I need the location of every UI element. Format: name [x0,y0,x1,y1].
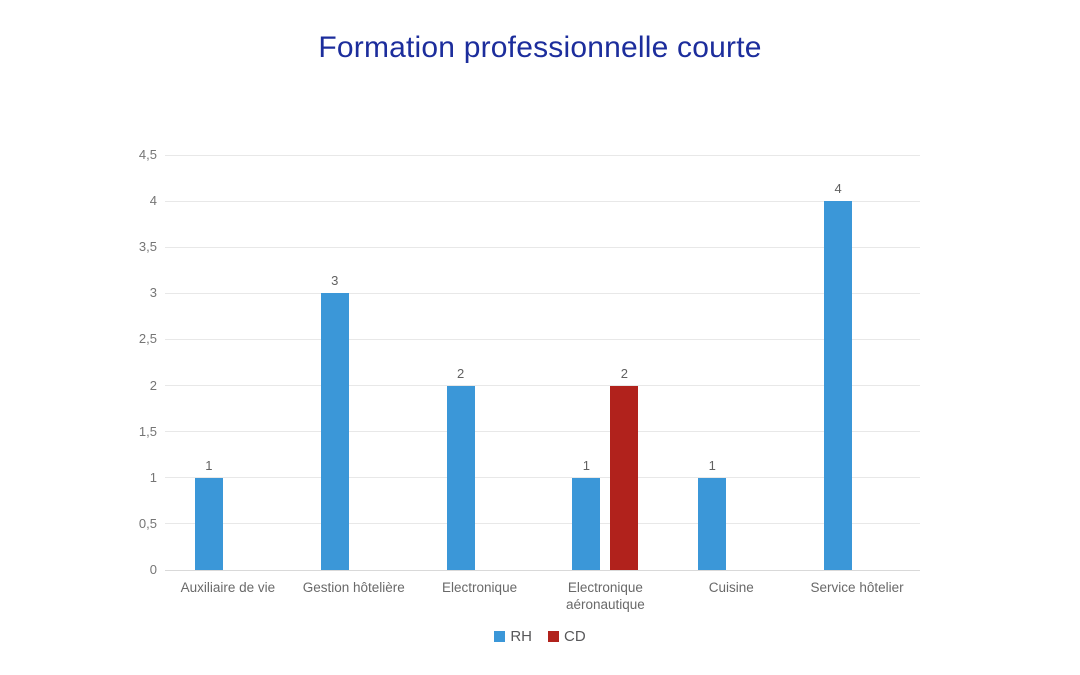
y-gridline [165,431,920,433]
y-tick-label: 2 [149,377,157,393]
y-gridline [165,523,920,525]
y-tick-label: 3,5 [138,239,157,255]
bar-rh [194,477,223,570]
y-gridline [165,569,920,571]
x-axis-category-label: Electronique [442,580,518,595]
y-tick-label: 0,5 [138,515,157,531]
bar-rh [824,201,853,570]
y-tick-label: 2,5 [138,331,157,347]
bar-rh [698,477,727,570]
y-tick-label: 3 [149,285,157,301]
y-gridline [165,246,920,248]
x-axis-category-label: Electronique aéronautique [566,580,645,612]
legend-swatch-cd-icon [548,631,559,642]
legend-label-cd: CD [564,628,586,645]
chart-title: Formation professionnelle courte [318,31,762,64]
y-tick-label: 1,5 [138,423,157,439]
legend-swatch-rh-icon [494,631,506,642]
y-gridline [165,477,920,479]
legend-item-rh: RH [494,628,532,645]
plot-area: 1 3 2 1 2 1 4 [165,154,920,571]
bar-value-label: 1 [708,457,716,473]
bar-value-label: 4 [834,181,842,197]
bar-value-label: 2 [620,365,629,381]
bar-value-label: 1 [582,457,591,473]
x-axis-category-label: Service hôtelier [810,580,904,595]
bar-rh [572,477,601,570]
y-gridline [165,338,920,340]
legend: RH CD [0,628,1080,645]
x-axis-category-label: Gestion hôtelière [302,580,405,595]
y-gridline [165,154,920,156]
y-tick-label: 1 [149,469,157,485]
legend-label-rh: RH [510,628,532,645]
bar-rh [446,385,475,570]
y-gridline [165,292,920,294]
y-tick-label: 4,5 [138,147,157,162]
legend-item-cd: CD [548,628,586,645]
y-tick-label: 0 [149,562,157,577]
y-gridline [165,385,920,387]
y-tick-label: 4 [149,193,157,209]
bar-value-label: 1 [205,457,213,473]
x-axis-category-label: Auxiliaire de vie [180,580,276,595]
bar-cd [610,385,639,570]
bar-value-label: 3 [331,273,339,289]
y-gridline [165,200,920,202]
bar-rh [320,293,349,570]
bar-value-label: 2 [456,365,465,381]
x-axis-category-label: Cuisine [708,580,754,595]
